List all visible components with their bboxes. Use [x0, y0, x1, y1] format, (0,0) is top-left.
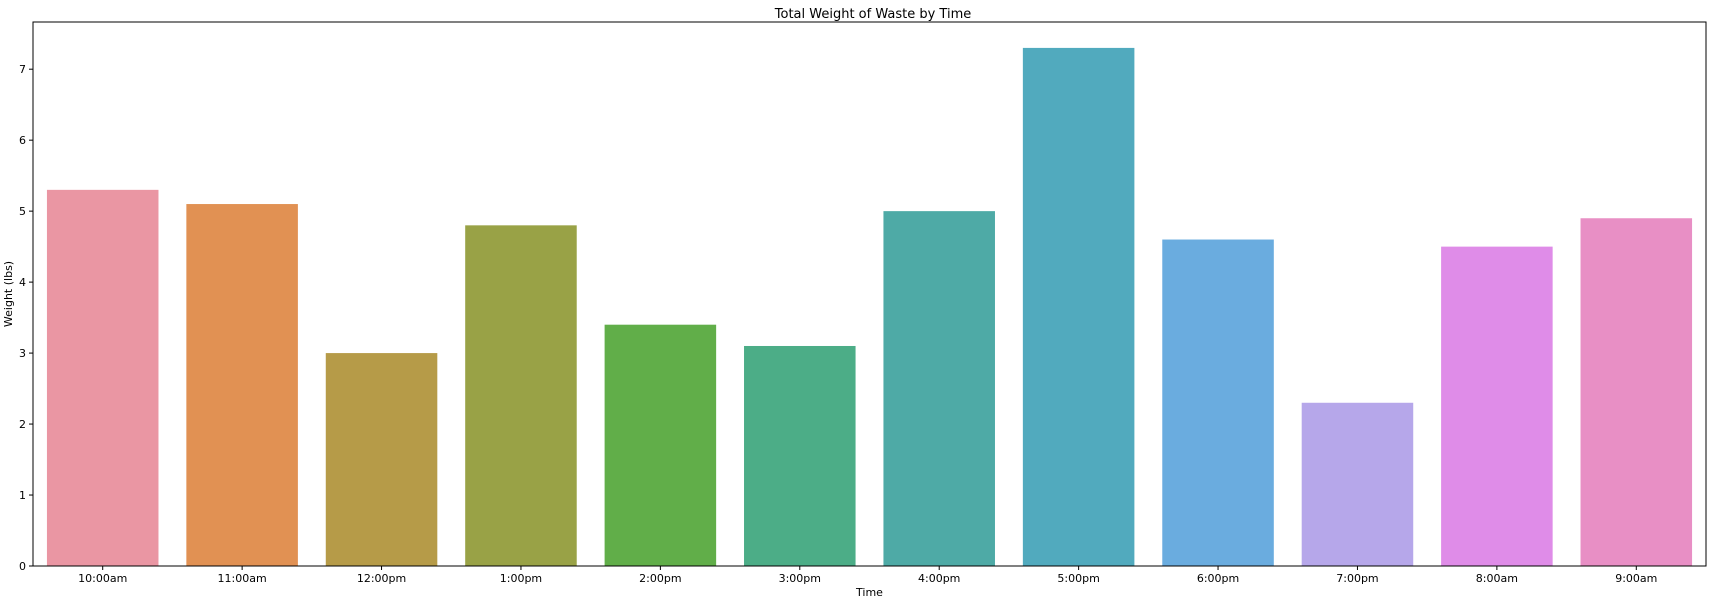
y-tick-label: 1 — [19, 489, 26, 502]
x-tick-label: 11:00am — [218, 572, 267, 585]
x-tick-label: 9:00am — [1615, 572, 1657, 585]
bar-7:00pm — [1301, 402, 1414, 566]
x-tick-label: 5:00pm — [1057, 572, 1099, 585]
x-tick-label: 4:00pm — [918, 572, 960, 585]
bar-4:00pm — [883, 211, 995, 566]
x-tick-label: 2:00pm — [639, 572, 681, 585]
y-tick-label: 6 — [19, 134, 26, 147]
y-tick-label: 2 — [19, 418, 26, 431]
bar-2:00pm — [604, 324, 717, 566]
bar-3:00pm — [744, 345, 856, 566]
y-axis-label: Weight (lbs) — [2, 261, 15, 327]
x-tick-label: 7:00pm — [1336, 572, 1378, 585]
y-tick-label: 5 — [19, 205, 26, 218]
x-tick-label: 10:00am — [78, 572, 127, 585]
bar-11:00am — [186, 204, 298, 566]
y-tick-label: 7 — [19, 63, 26, 76]
bar-9:00am — [1580, 218, 1693, 567]
y-tick-label: 0 — [19, 560, 26, 573]
y-tick-label: 3 — [19, 347, 26, 360]
bar-10:00am — [46, 189, 159, 566]
bar-8:00am — [1441, 246, 1553, 566]
y-axis-ticks: 0 1 2 3 4 5 6 7 — [19, 63, 33, 573]
x-axis-ticks: 10:00am 11:00am 12:00pm 1:00pm 2:00pm 3:00pm 4… — [78, 566, 1657, 585]
chart-title: Total Weight of Waste by Time — [774, 7, 971, 22]
x-tick-label: 6:00pm — [1197, 572, 1239, 585]
bars-group — [46, 47, 1693, 567]
bar-1:00pm — [465, 225, 577, 566]
bar-6:00pm — [1162, 239, 1274, 566]
x-tick-label: 3:00pm — [779, 572, 821, 585]
y-tick-label: 4 — [19, 276, 26, 289]
x-tick-label: 8:00am — [1476, 572, 1518, 585]
bar-12:00pm — [325, 353, 438, 566]
x-tick-label: 12:00pm — [357, 572, 406, 585]
plot-frame — [32, 21, 1707, 567]
x-axis-label: Time — [855, 586, 883, 599]
x-tick-label: 1:00pm — [500, 572, 542, 585]
bar-5:00pm — [1022, 47, 1135, 566]
